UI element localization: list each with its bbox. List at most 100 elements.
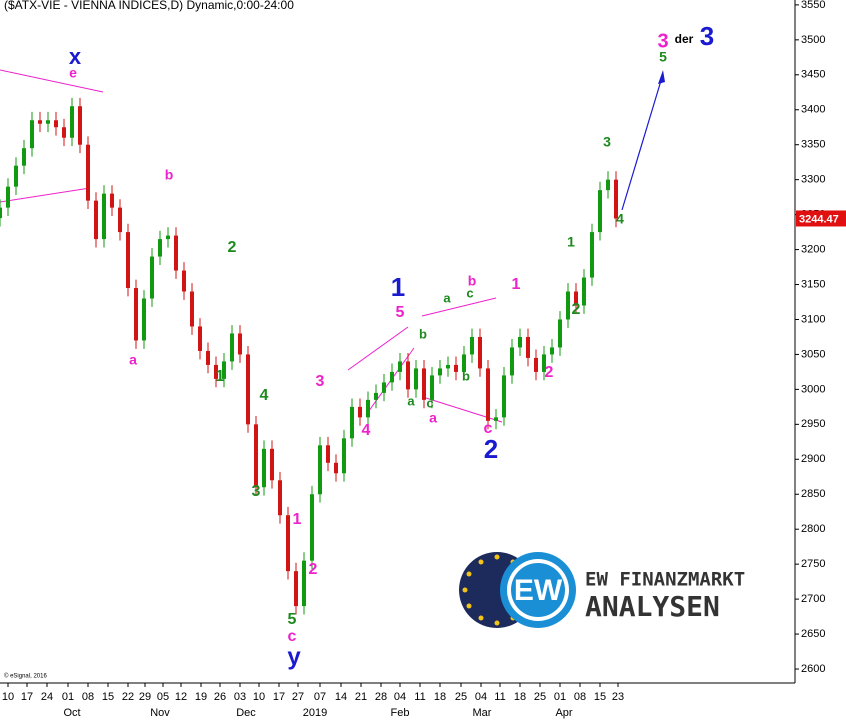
candle-body bbox=[246, 354, 250, 425]
candle-body bbox=[494, 417, 498, 421]
candle-body bbox=[598, 190, 602, 233]
candle-body bbox=[62, 127, 66, 138]
candle-body bbox=[326, 445, 330, 463]
x-month-label: Dec bbox=[236, 707, 256, 719]
candle-body bbox=[150, 256, 154, 299]
candle-body bbox=[462, 354, 466, 372]
candle-body bbox=[486, 368, 490, 421]
wave-label: 3 bbox=[316, 373, 325, 390]
candle-body bbox=[406, 361, 410, 390]
y-tick-label: 2900 bbox=[801, 453, 825, 465]
x-month-label: Apr bbox=[555, 707, 572, 719]
x-tick-label: 17 bbox=[21, 691, 33, 703]
logo-mark: EW bbox=[514, 574, 563, 607]
candle-body bbox=[454, 364, 458, 372]
wave-label: 5 bbox=[659, 49, 667, 65]
x-tick-label: 15 bbox=[102, 691, 114, 703]
x-tick-label: 04 bbox=[394, 691, 406, 703]
x-tick-label: 19 bbox=[195, 691, 207, 703]
candle-body bbox=[142, 298, 146, 341]
candle-body bbox=[166, 235, 170, 240]
x-month-label: Oct bbox=[63, 707, 80, 719]
x-tick-label: 01 bbox=[554, 691, 566, 703]
wave-label: c bbox=[484, 420, 493, 437]
candle-body bbox=[398, 361, 402, 372]
candle-body bbox=[110, 193, 114, 208]
wave-label: b bbox=[419, 326, 427, 341]
wave-label: 3 bbox=[657, 30, 668, 52]
candle-body bbox=[590, 232, 594, 278]
wave-label: a bbox=[443, 290, 451, 305]
projection-arrow bbox=[621, 70, 665, 211]
candle-body bbox=[318, 445, 322, 495]
x-tick-label: 10 bbox=[253, 691, 265, 703]
y-tick-label: 3450 bbox=[801, 69, 825, 81]
candle-body bbox=[614, 179, 618, 219]
wave-label: 3 bbox=[252, 483, 261, 500]
x-tick-label: 18 bbox=[434, 691, 446, 703]
candle-body bbox=[422, 368, 426, 400]
candle-body bbox=[518, 336, 522, 348]
candle-body bbox=[38, 120, 42, 124]
candle-body bbox=[470, 336, 474, 355]
candle-body bbox=[302, 560, 306, 607]
wave-label: 2 bbox=[228, 239, 237, 256]
y-tick-label: 3050 bbox=[801, 348, 825, 360]
x-tick-label: 03 bbox=[234, 691, 246, 703]
candle-body bbox=[14, 165, 18, 187]
candle-body bbox=[414, 368, 418, 390]
wave-label: 1 bbox=[293, 511, 302, 528]
candle-body bbox=[254, 424, 258, 488]
trendline bbox=[421, 297, 497, 317]
x-tick-label: 11 bbox=[414, 691, 425, 703]
x-tick-label: 21 bbox=[355, 691, 367, 703]
candle-body bbox=[54, 120, 58, 128]
candle-body bbox=[134, 288, 138, 341]
trendline bbox=[0, 187, 91, 203]
wave-label: 4 bbox=[616, 211, 624, 227]
y-tick-label: 2800 bbox=[801, 523, 825, 535]
x-tick-label: 25 bbox=[455, 691, 467, 703]
candle-body bbox=[430, 375, 434, 400]
wave-label: a bbox=[429, 410, 437, 426]
candle-body bbox=[182, 270, 186, 292]
candle-body bbox=[582, 277, 586, 306]
candle-body bbox=[158, 239, 162, 257]
candle-body bbox=[446, 364, 450, 369]
candle-body bbox=[542, 354, 546, 372]
candle-body bbox=[294, 571, 298, 607]
wave-label: 2 bbox=[484, 434, 498, 464]
wave-label: 1 bbox=[512, 276, 521, 293]
wave-label: a bbox=[129, 352, 137, 368]
candle-body bbox=[174, 235, 178, 271]
wave-label: b bbox=[165, 167, 174, 183]
x-tick-label: 22 bbox=[122, 691, 134, 703]
candle-body bbox=[478, 336, 482, 369]
wave-label: b bbox=[462, 368, 470, 383]
logo-line1: EW FINANZMARKT bbox=[585, 569, 745, 591]
candle-body bbox=[550, 347, 554, 355]
x-tick-label: 08 bbox=[82, 691, 94, 703]
candle-body bbox=[118, 207, 122, 233]
wave-label: b bbox=[468, 273, 477, 289]
candle-body bbox=[0, 207, 2, 219]
x-month-label: Nov bbox=[150, 707, 170, 719]
wave-label: 3 bbox=[700, 21, 714, 51]
wave-label: 2 bbox=[572, 301, 581, 318]
logo-line2: ANALYSEN bbox=[585, 590, 720, 623]
wave-label: 1 bbox=[391, 272, 405, 302]
wave-label: e bbox=[69, 65, 77, 81]
logo: EW EW FINANZMARKT ANALYSEN bbox=[459, 552, 745, 628]
candle-body bbox=[502, 375, 506, 418]
candle-body bbox=[278, 480, 282, 516]
x-tick-label: 05 bbox=[157, 691, 169, 703]
candles bbox=[0, 97, 618, 615]
chart-title: ($ATX-VIE - VIENNA INDICES,D) Dynamic,0:… bbox=[4, 0, 294, 12]
candle-body bbox=[270, 448, 274, 481]
candle-body bbox=[358, 406, 362, 418]
wave-label: 5 bbox=[396, 304, 405, 321]
candle-body bbox=[206, 350, 210, 365]
wave-label: der bbox=[675, 32, 694, 46]
x-tick-label: 04 bbox=[475, 691, 487, 703]
